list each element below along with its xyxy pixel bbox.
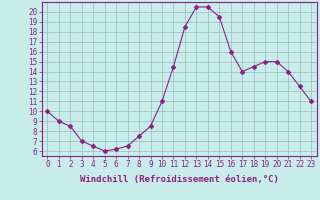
X-axis label: Windchill (Refroidissement éolien,°C): Windchill (Refroidissement éolien,°C) [80,175,279,184]
